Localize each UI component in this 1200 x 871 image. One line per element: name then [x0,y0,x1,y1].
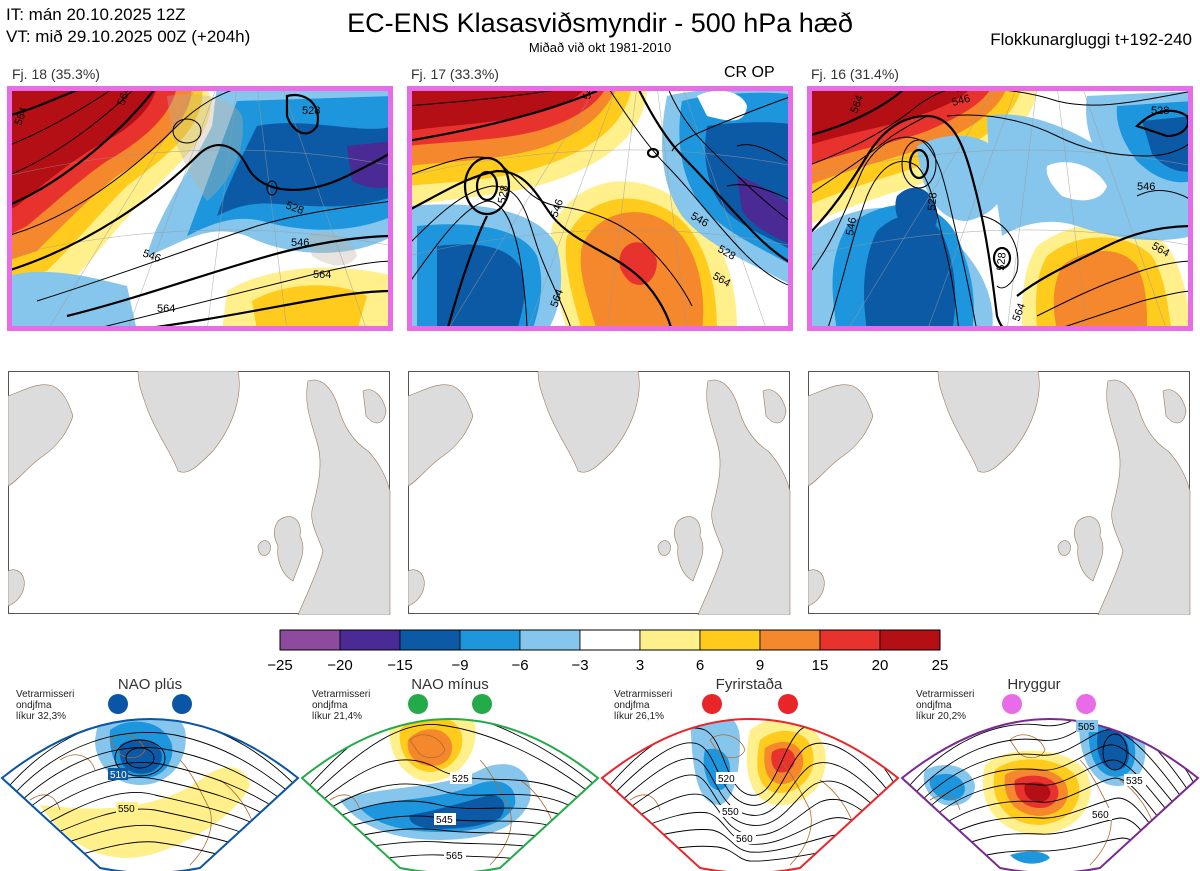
contour-label: 528 [496,184,511,204]
page-title: EC-ENS Klasasviðsmyndir - 500 hPa hæð [347,8,853,38]
init-time: IT: mán 20.10.2025 12Z [6,5,186,24]
colorbar-tick-label: 20 [872,657,889,674]
colorbar-tick-label: 6 [696,657,704,674]
colorbar-tick-label: −15 [387,657,412,674]
regime-name-1: NAO plús [117,676,183,693]
regime-name-2: NAO mínus [411,676,489,693]
contour-label: 565 [446,851,463,862]
colorbar-cell [519,629,581,651]
contour-label: 525 [452,774,469,785]
colorbar-tick-label: 9 [756,657,764,674]
colorbar-tick-label: −3 [571,657,588,674]
colorbar-cell [339,629,401,651]
regime-note-1: Vetrarmisseri ondjfma líkur 32,3% [16,689,75,722]
contour-label: 546 [141,248,162,266]
contour-label: 560 [1092,810,1109,821]
colorbar-tick-label: −20 [327,657,352,674]
contour-label: 528 [926,192,940,211]
contour-label: 545 [436,815,453,826]
contour-label: 564 [157,303,175,315]
colorbar: −25 −20 −15 −9 −6 −3 3 6 9 15 20 25 [267,629,948,674]
op-label: CR OP [724,64,775,81]
colorbar-tick-label: −9 [451,657,468,674]
contour-label: 564 [13,106,31,127]
colorbar-ticks: −25 −20 −15 −9 −6 −3 3 6 9 15 20 25 [267,657,948,674]
contour-label: 550 [118,804,135,815]
contour-label: 505 [1078,722,1095,733]
regime-map-1: 510 550 [0,694,300,871]
cluster-map-3: 564 546 528 528 546 528 546 564 564 [807,86,1193,331]
regime-note-3: Vetrarmisseri ondjfma líkur 26,1% [614,689,673,722]
colorbar-tick-label: 25 [932,657,949,674]
colorbar-cells [279,629,941,651]
cluster-map-2: 528 546 564 546 528 564 546 [407,86,793,331]
colorbar-tick-label: −6 [511,657,528,674]
cluster-window: Flokkunargluggi t+192-240 [990,30,1192,49]
contour-labels: 564 564 546 528 564 546 528 564 [13,90,332,315]
contour-label: 564 [849,94,867,115]
base-map-3 [808,371,1191,615]
contour-label: 535 [1126,776,1143,787]
contour-label: 510 [110,770,127,781]
regime-name-3: Fyrirstaða [715,676,783,693]
colorbar-cell [579,629,641,651]
colorbar-cell [819,629,881,651]
colorbar-cell [759,629,821,651]
run-info: IT: mán 20.10.2025 12Z VT: mið 29.10.202… [6,4,250,48]
contour-label: 546 [951,93,972,109]
cluster-map-1: 564 564 546 528 564 546 528 564 [7,86,393,331]
base-map-2 [408,371,791,615]
contour-label: 564 [549,288,567,309]
contour-labels: 564 546 528 528 546 528 546 564 564 [844,93,1171,323]
regime-map-4: 505 535 560 [900,694,1200,871]
colorbar-tick-label: −25 [267,657,292,674]
regime-note-4: Vetrarmisseri ondjfma líkur 20,2% [916,689,975,722]
colorbar-cell [279,629,341,651]
colorbar-tick-label: 3 [636,657,644,674]
cluster-label-3: Fj. 16 (31.4%) [811,66,899,82]
contour-label: 564 [1011,302,1029,323]
contour-label: 528 [302,105,320,117]
cluster-label-1: Fj. 18 (35.3%) [12,66,100,82]
colorbar-cell [399,629,461,651]
colorbar-cell [699,629,761,651]
contour-label: 528 [995,252,1009,271]
regime-map-2: 525 545 565 [300,694,600,871]
contour-label: 546 [291,237,309,249]
contour-label: 546 [549,198,567,219]
contour-label: 546 [581,86,596,101]
colorbar-cell [459,629,521,651]
contour-label: 546 [844,216,859,236]
contour-label: 528 [284,200,305,218]
contour-label: 560 [736,834,753,845]
contour-label: 520 [718,774,735,785]
contour-label: 550 [722,807,739,818]
contour-label: 528 [1151,105,1169,117]
regime-map-3: 520 550 560 [600,694,900,871]
valid-time: VT: mið 29.10.2025 00Z (+204h) [6,27,251,46]
regime-note-2: Vetrarmisseri ondjfma líkur 21,4% [312,689,371,722]
contour-label: 564 [313,269,331,281]
base-map-1 [8,371,391,615]
regime-name-4: Hryggur [1007,676,1061,693]
colorbar-cell [639,629,701,651]
page-subtitle: Miðað við okt 1981-2010 [528,40,672,55]
cluster-label-2: Fj. 17 (33.3%) [411,66,499,82]
contour-label: 546 [1137,181,1155,193]
colorbar-cell [879,629,941,651]
colorbar-tick-label: 15 [812,657,829,674]
